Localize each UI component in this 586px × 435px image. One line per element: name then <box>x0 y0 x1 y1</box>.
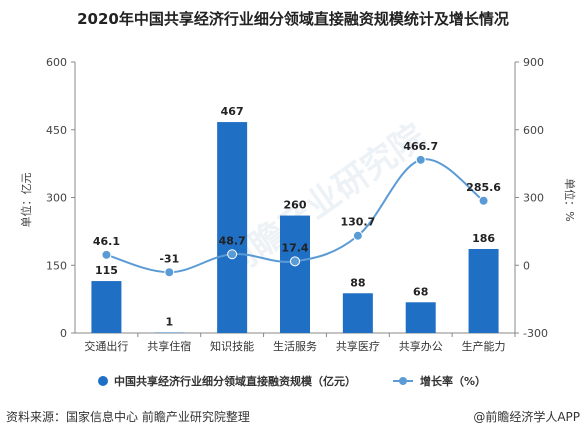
bar <box>217 122 248 334</box>
line-value-label: 46.1 <box>93 235 120 248</box>
x-tick-label: 生活服务 <box>273 339 317 353</box>
line-point <box>164 267 175 278</box>
y-tick-label: 450 <box>46 124 67 137</box>
y2-axis-title: 单位：% <box>563 178 577 221</box>
y-tick-label: 300 <box>46 192 67 205</box>
legend-bar-label: 中国共享经济行业细分领域直接融资规模（亿元） <box>114 374 356 388</box>
y-axis-title: 单位：亿元 <box>19 173 33 228</box>
bar <box>342 293 373 333</box>
bar <box>405 302 436 333</box>
brand-label: @前瞻经济学人APP <box>473 410 580 424</box>
bar-value-label: 186 <box>472 232 495 245</box>
y2-tick-label: 300 <box>523 192 544 205</box>
y2-tick-label: 0 <box>523 259 530 272</box>
line-value-label: 285.6 <box>466 181 501 194</box>
axes: 0 150 300 450 600 -300 0 300 600 900 单位：亿元 单位：% 交通出行… <box>19 56 577 353</box>
line-point <box>478 195 489 206</box>
line-point <box>352 230 363 241</box>
y2-tick-label: 600 <box>523 124 544 137</box>
legend-line-dot <box>399 377 407 385</box>
legend: 中国共享经济行业细分领域直接融资规模（亿元） 增长率（%） <box>98 374 486 388</box>
y2-tick-label: -300 <box>523 327 548 340</box>
x-tick-label: 知识技能 <box>210 339 254 353</box>
x-tick-label: 交通出行 <box>84 339 128 353</box>
watermark: 前瞻产业研究院 <box>215 116 433 285</box>
y-tick-label: 150 <box>46 259 67 272</box>
bar-value-label: 260 <box>284 199 307 212</box>
chart-title: 2020年中国共享经济行业细分领域直接融资规模统计及增长情况 <box>77 10 509 28</box>
line-point <box>101 249 112 260</box>
y-tick-label: 0 <box>60 327 67 340</box>
bar-value-label: 88 <box>350 276 365 289</box>
bar-series: 115 1 467 260 88 68 186 <box>91 105 499 334</box>
y-tick-label: 600 <box>46 56 67 69</box>
legend-line-label: 增长率（%） <box>420 374 486 388</box>
line-point <box>415 154 426 165</box>
legend-bar-marker <box>98 376 108 386</box>
bar-value-label: 115 <box>95 264 118 277</box>
line-value-label: -31 <box>159 252 179 265</box>
bar-value-label: 467 <box>221 105 244 118</box>
x-tick-label: 共享医疗 <box>336 339 380 353</box>
line-value-label: 17.4 <box>281 241 308 254</box>
source-note: 资料来源：国家信息中心 前瞻产业研究院整理 <box>6 410 250 424</box>
line-point <box>227 249 238 260</box>
x-tick-label: 生产能力 <box>462 339 506 353</box>
line-value-label: 48.7 <box>219 234 246 247</box>
line-point <box>290 256 300 267</box>
y2-tick-label: 900 <box>523 56 544 69</box>
bar <box>468 248 499 333</box>
bar <box>280 215 310 333</box>
bar <box>91 281 122 333</box>
x-tick-label: 共享住宿 <box>147 339 191 353</box>
bar-value-label: 68 <box>413 285 428 298</box>
line-value-label: 466.7 <box>403 140 438 153</box>
x-tick-label: 共享办公 <box>399 339 443 353</box>
line-series: 46.1 -31 48.7 17.4 130.7 466.7 285.6 <box>93 140 501 278</box>
bar-value-label: 1 <box>165 316 173 329</box>
line-value-label: 130.7 <box>340 216 375 229</box>
